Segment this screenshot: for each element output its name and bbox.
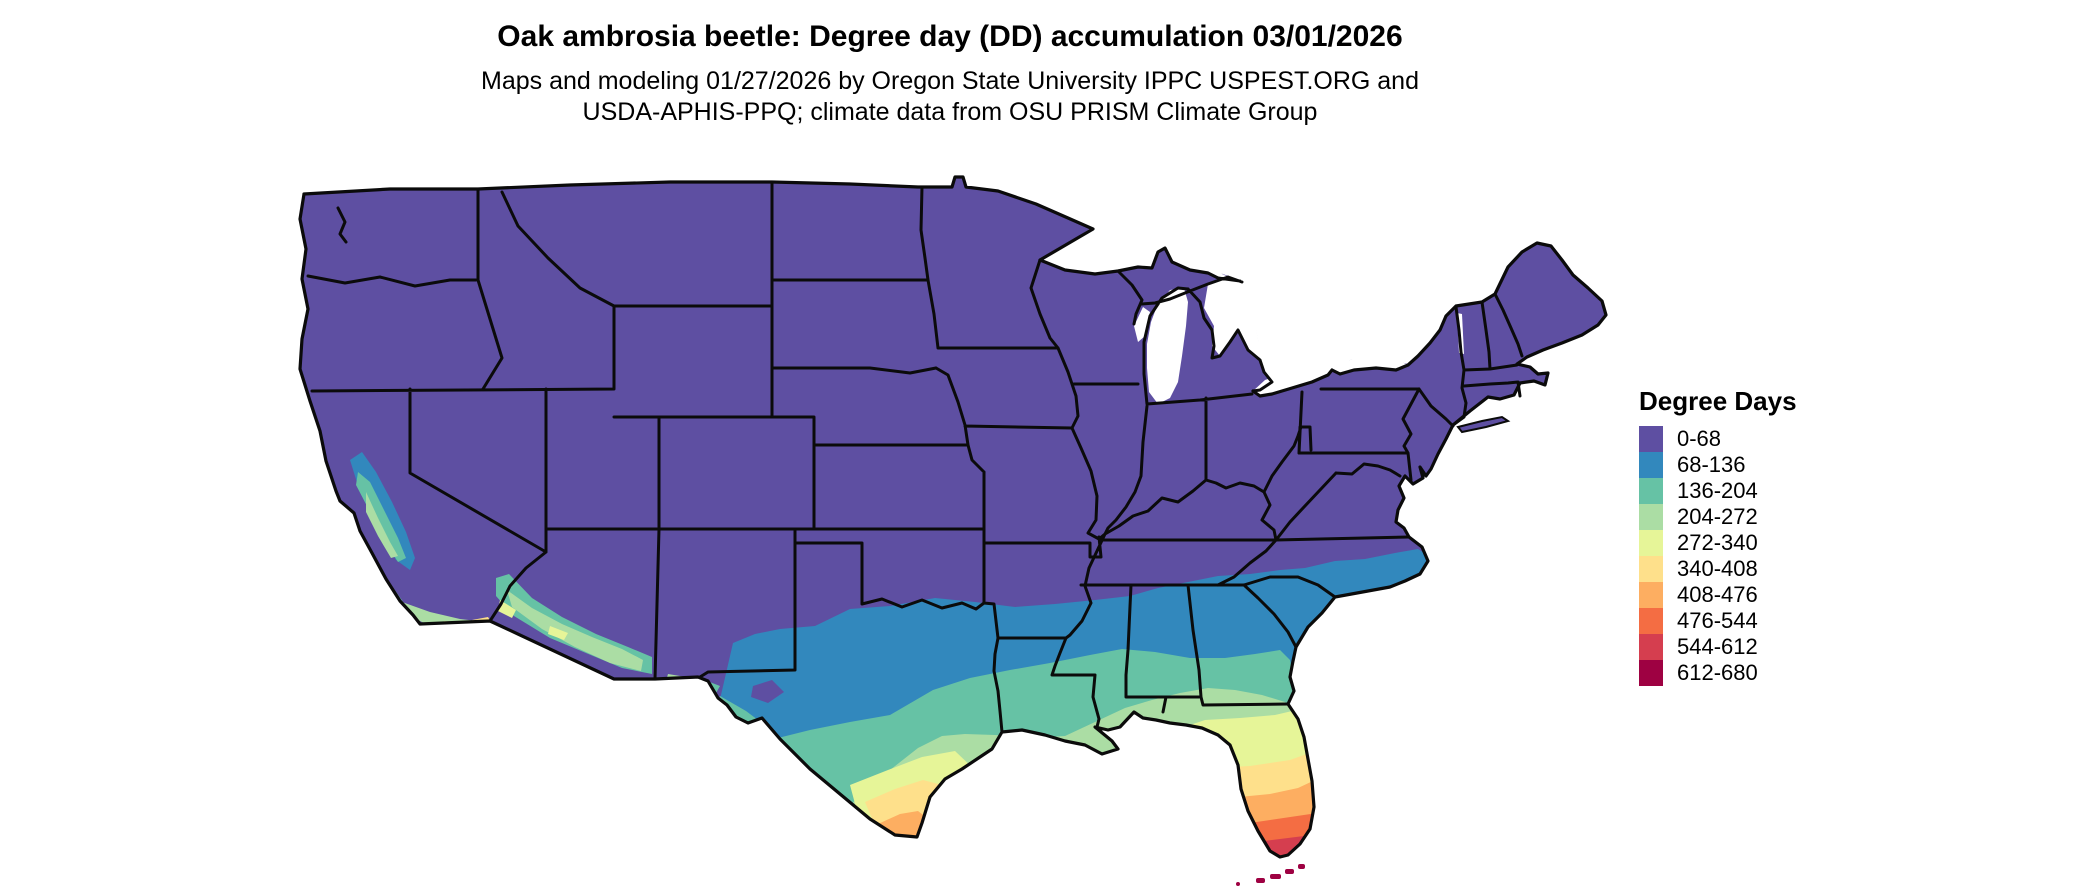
legend: Degree Days 0-68 68-136 136-204 204-272 … (1639, 386, 1797, 686)
page-title: Oak ambrosia beetle: Degree day (DD) acc… (497, 20, 1403, 53)
legend-swatch-544-612 (1639, 634, 1663, 660)
legend-swatch-612-680 (1639, 660, 1663, 686)
legend-label: 0-68 (1677, 426, 1722, 451)
us-map-svg (298, 175, 1608, 886)
legend-label: 340-408 (1677, 556, 1758, 581)
patch-california-valley-teal (356, 472, 406, 562)
patch-arizona-paleyellow (498, 600, 568, 640)
legend-item: 340-408 (1639, 556, 1797, 582)
legend-item: 204-272 (1639, 504, 1797, 530)
patch-channel-islands (347, 582, 377, 609)
patch-arizona-green (507, 590, 643, 671)
legend-swatch-0-68 (1639, 426, 1663, 452)
lake-huron (1204, 276, 1260, 360)
subtitle-line-2: USDA-APHIS-PPQ; climate data from OSU PR… (582, 98, 1318, 126)
long-island (1456, 415, 1511, 434)
legend-item: 136-204 (1639, 478, 1797, 504)
coastline (298, 175, 1608, 859)
legend-item: 272-340 (1639, 530, 1797, 556)
map-header: Oak ambrosia beetle: Degree day (DD) acc… (100, 0, 1800, 128)
florida-keys (1236, 864, 1305, 886)
legend-title: Degree Days (1639, 386, 1797, 416)
patch-california-valley-green (366, 492, 398, 558)
legend-item: 612-680 (1639, 660, 1797, 686)
us-degree-day-map (250, 130, 1650, 892)
legend-swatch-272-340 (1639, 530, 1663, 556)
lake-erie (1253, 364, 1328, 396)
legend-label: 68-136 (1677, 452, 1746, 477)
legend-label: 136-204 (1677, 478, 1758, 503)
legend-label: 408-476 (1677, 582, 1758, 607)
legend-item: 476-544 (1639, 608, 1797, 634)
lake-michigan (1134, 288, 1188, 404)
legend-item: 408-476 (1639, 582, 1797, 608)
band-florida-408-476 (1228, 778, 1328, 826)
legend-swatch-476-544 (1639, 608, 1663, 634)
state-borders (306, 180, 1524, 734)
legend-label: 612-680 (1677, 660, 1758, 685)
subtitle-line-1: Maps and modeling 01/27/2026 by Oregon S… (481, 67, 1419, 95)
legend-label: 476-544 (1677, 608, 1758, 633)
patch-bigbend-teal (700, 679, 766, 732)
legend-label: 272-340 (1677, 530, 1758, 555)
legend-label: 544-612 (1677, 634, 1758, 659)
legend-swatch-340-408 (1639, 556, 1663, 582)
patch-wtx-mountain-purple (751, 680, 784, 703)
legend-swatch-136-204 (1639, 478, 1663, 504)
legend-item: 544-612 (1639, 634, 1797, 660)
legend-item: 68-136 (1639, 452, 1797, 478)
legend-swatch-68-136 (1639, 452, 1663, 478)
legend-label: 204-272 (1677, 504, 1758, 529)
page-subtitle: Maps and modeling 01/27/2026 by Oregon S… (100, 66, 1800, 128)
legend-swatch-204-272 (1639, 504, 1663, 530)
legend-swatch-408-476 (1639, 582, 1663, 608)
legend-item: 0-68 (1639, 426, 1797, 452)
